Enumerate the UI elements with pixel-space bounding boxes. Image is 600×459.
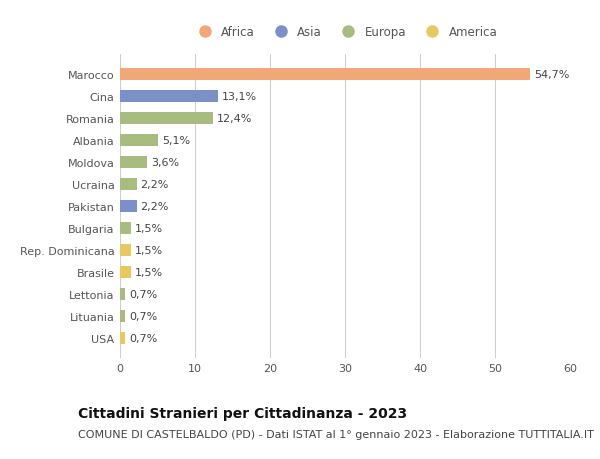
Text: 5,1%: 5,1% — [162, 136, 190, 146]
Text: 2,2%: 2,2% — [140, 202, 169, 212]
Text: COMUNE DI CASTELBALDO (PD) - Dati ISTAT al 1° gennaio 2023 - Elaborazione TUTTIT: COMUNE DI CASTELBALDO (PD) - Dati ISTAT … — [78, 429, 594, 439]
Bar — [120, 113, 213, 125]
Bar — [120, 91, 218, 103]
Bar — [120, 266, 131, 279]
Bar — [120, 332, 125, 344]
Text: 3,6%: 3,6% — [151, 158, 179, 168]
Bar — [120, 69, 530, 81]
Bar — [120, 134, 158, 147]
Text: 0,7%: 0,7% — [129, 289, 157, 299]
Legend: Africa, Asia, Europa, America: Africa, Asia, Europa, America — [188, 22, 502, 44]
Text: 12,4%: 12,4% — [217, 114, 252, 124]
Text: 13,1%: 13,1% — [222, 92, 257, 102]
Text: 1,5%: 1,5% — [135, 246, 163, 255]
Bar — [120, 244, 131, 257]
Bar — [120, 310, 125, 322]
Text: 0,7%: 0,7% — [129, 333, 157, 343]
Bar — [120, 179, 137, 190]
Text: 54,7%: 54,7% — [534, 70, 569, 80]
Text: Cittadini Stranieri per Cittadinanza - 2023: Cittadini Stranieri per Cittadinanza - 2… — [78, 406, 407, 420]
Text: 1,5%: 1,5% — [135, 224, 163, 234]
Bar — [120, 157, 147, 169]
Bar — [120, 223, 131, 235]
Bar — [120, 288, 125, 300]
Bar — [120, 201, 137, 213]
Text: 0,7%: 0,7% — [129, 311, 157, 321]
Text: 2,2%: 2,2% — [140, 179, 169, 190]
Text: 1,5%: 1,5% — [135, 268, 163, 277]
